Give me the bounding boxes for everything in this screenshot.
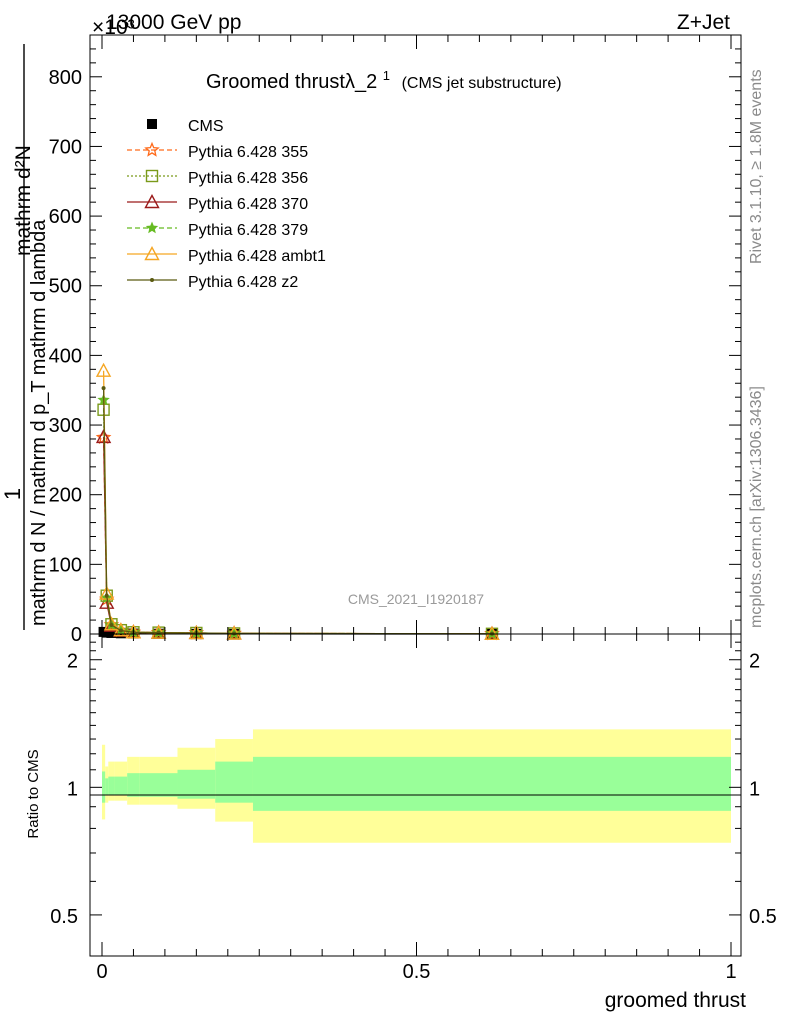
legend-label: Pythia 6.428 355 xyxy=(188,144,308,161)
ratio-ytick-label: 0.5 xyxy=(50,906,78,928)
multiplier-label: ×10³ xyxy=(92,16,135,39)
legend-item: Pythia 6.428 370 xyxy=(127,194,308,213)
main-title-sup: 1 xyxy=(383,68,390,83)
band-inner xyxy=(108,776,115,795)
data-point xyxy=(113,622,129,637)
legend-label: Pythia 6.428 356 xyxy=(188,170,308,187)
data-point xyxy=(144,194,160,209)
ratio-ytick-label-right: 0.5 xyxy=(749,906,777,928)
data-point xyxy=(144,141,160,157)
data-point xyxy=(101,386,106,391)
legend-item: Pythia 6.428 355 xyxy=(127,141,308,161)
data-point xyxy=(95,428,112,444)
ylabel-denominator: mathrm d N / mathrm d p_T mathrm d lambd… xyxy=(28,219,50,626)
band-inner xyxy=(139,773,178,797)
legend-label: CMS xyxy=(188,118,224,135)
ratio-ylabel: Ratio to CMS xyxy=(25,749,42,838)
legend-item: Pythia 6.428 ambt1 xyxy=(127,246,326,265)
main-ytick-label: 300 xyxy=(49,415,82,437)
legend-label: Pythia 6.428 370 xyxy=(188,196,308,213)
data-point xyxy=(232,631,237,636)
main-ytick-label: 600 xyxy=(49,206,82,228)
band-inner xyxy=(177,769,216,799)
ratio-frame xyxy=(89,633,742,957)
main-ytick-label: 800 xyxy=(49,67,82,89)
legend-item: CMS xyxy=(147,118,224,135)
data-point xyxy=(150,278,154,282)
process-label: Z+Jet xyxy=(677,11,730,34)
ylabel-numerator: 1 xyxy=(0,488,25,500)
main-ytick-label: 100 xyxy=(49,554,82,576)
data-point xyxy=(106,627,117,638)
xtick-label: 0 xyxy=(96,961,107,983)
main-ytick-label: 700 xyxy=(49,136,82,158)
watermark-label: CMS_2021_I1920187 xyxy=(348,591,484,607)
xtick-label: 0.5 xyxy=(403,961,431,983)
legend-label: Pythia 6.428 379 xyxy=(188,222,308,239)
mcplots-label: mcplots.cern.ch [arXiv:1306.3436] xyxy=(748,386,765,628)
band-inner xyxy=(114,776,128,795)
series-3 xyxy=(95,428,500,640)
band-inner xyxy=(127,773,140,797)
band-inner xyxy=(105,778,109,795)
legend-label: Pythia 6.428 z2 xyxy=(188,274,298,291)
legend: CMS Pythia 6.428 355 Pythia 6.428 356 Pythi… xyxy=(127,118,326,291)
data-point xyxy=(109,622,114,627)
data-point xyxy=(104,593,109,598)
xlabel: groomed thrust xyxy=(605,989,746,1012)
legend-item: Pythia 6.428 379 xyxy=(127,221,308,239)
band-inner xyxy=(215,761,253,803)
main-title: Groomed thrustλ_2 1 (CMS jet substructur… xyxy=(206,63,562,93)
main-ytick-label: 500 xyxy=(49,276,82,298)
data-point xyxy=(118,628,123,633)
energy-label: 13000 GeV pp xyxy=(106,11,241,34)
main-ylabel: mathrm d²N 1 mathrm d N / mathrm d p_T m… xyxy=(0,44,50,630)
band-inner xyxy=(102,771,106,803)
xtick-label: 1 xyxy=(725,961,736,983)
main-ytick-label: 400 xyxy=(49,345,82,367)
legend-item: Pythia 6.428 356 xyxy=(127,169,308,187)
data-point xyxy=(95,362,112,377)
main-ytick-label: 200 xyxy=(49,485,82,507)
data-point xyxy=(144,246,160,261)
legend-label: Pythia 6.428 ambt1 xyxy=(188,248,326,265)
legend-item: Pythia 6.428 z2 xyxy=(127,274,298,291)
main-title-sub: (CMS jet substructure) xyxy=(402,75,562,92)
series-1 xyxy=(95,429,500,641)
ratio-ytick-label: 2 xyxy=(67,651,78,673)
ratio-ytick-label-right: 2 xyxy=(749,651,760,673)
data-point xyxy=(145,221,159,234)
data-point xyxy=(147,119,157,129)
main-panel: 0 100 200 300 400 500 600 700 800 Groomed thrust… xyxy=(49,34,742,646)
band-inner xyxy=(252,756,731,811)
main-title-text: Groomed thrustλ_2 xyxy=(206,71,377,93)
rivet-label: Rivet 3.1.10, ≥ 1.8M events xyxy=(748,69,765,264)
ratio-panel: 0.5 0.5 1 1 2 2 0 0.5 1 Ratio to CMS groomed th… xyxy=(25,35,777,1012)
data-point xyxy=(103,616,120,631)
data-point xyxy=(145,169,159,183)
main-ytick-label: 0 xyxy=(71,624,82,646)
ratio-ytick-label-right: 1 xyxy=(749,778,760,800)
ratio-ytick-label: 1 xyxy=(67,778,78,800)
